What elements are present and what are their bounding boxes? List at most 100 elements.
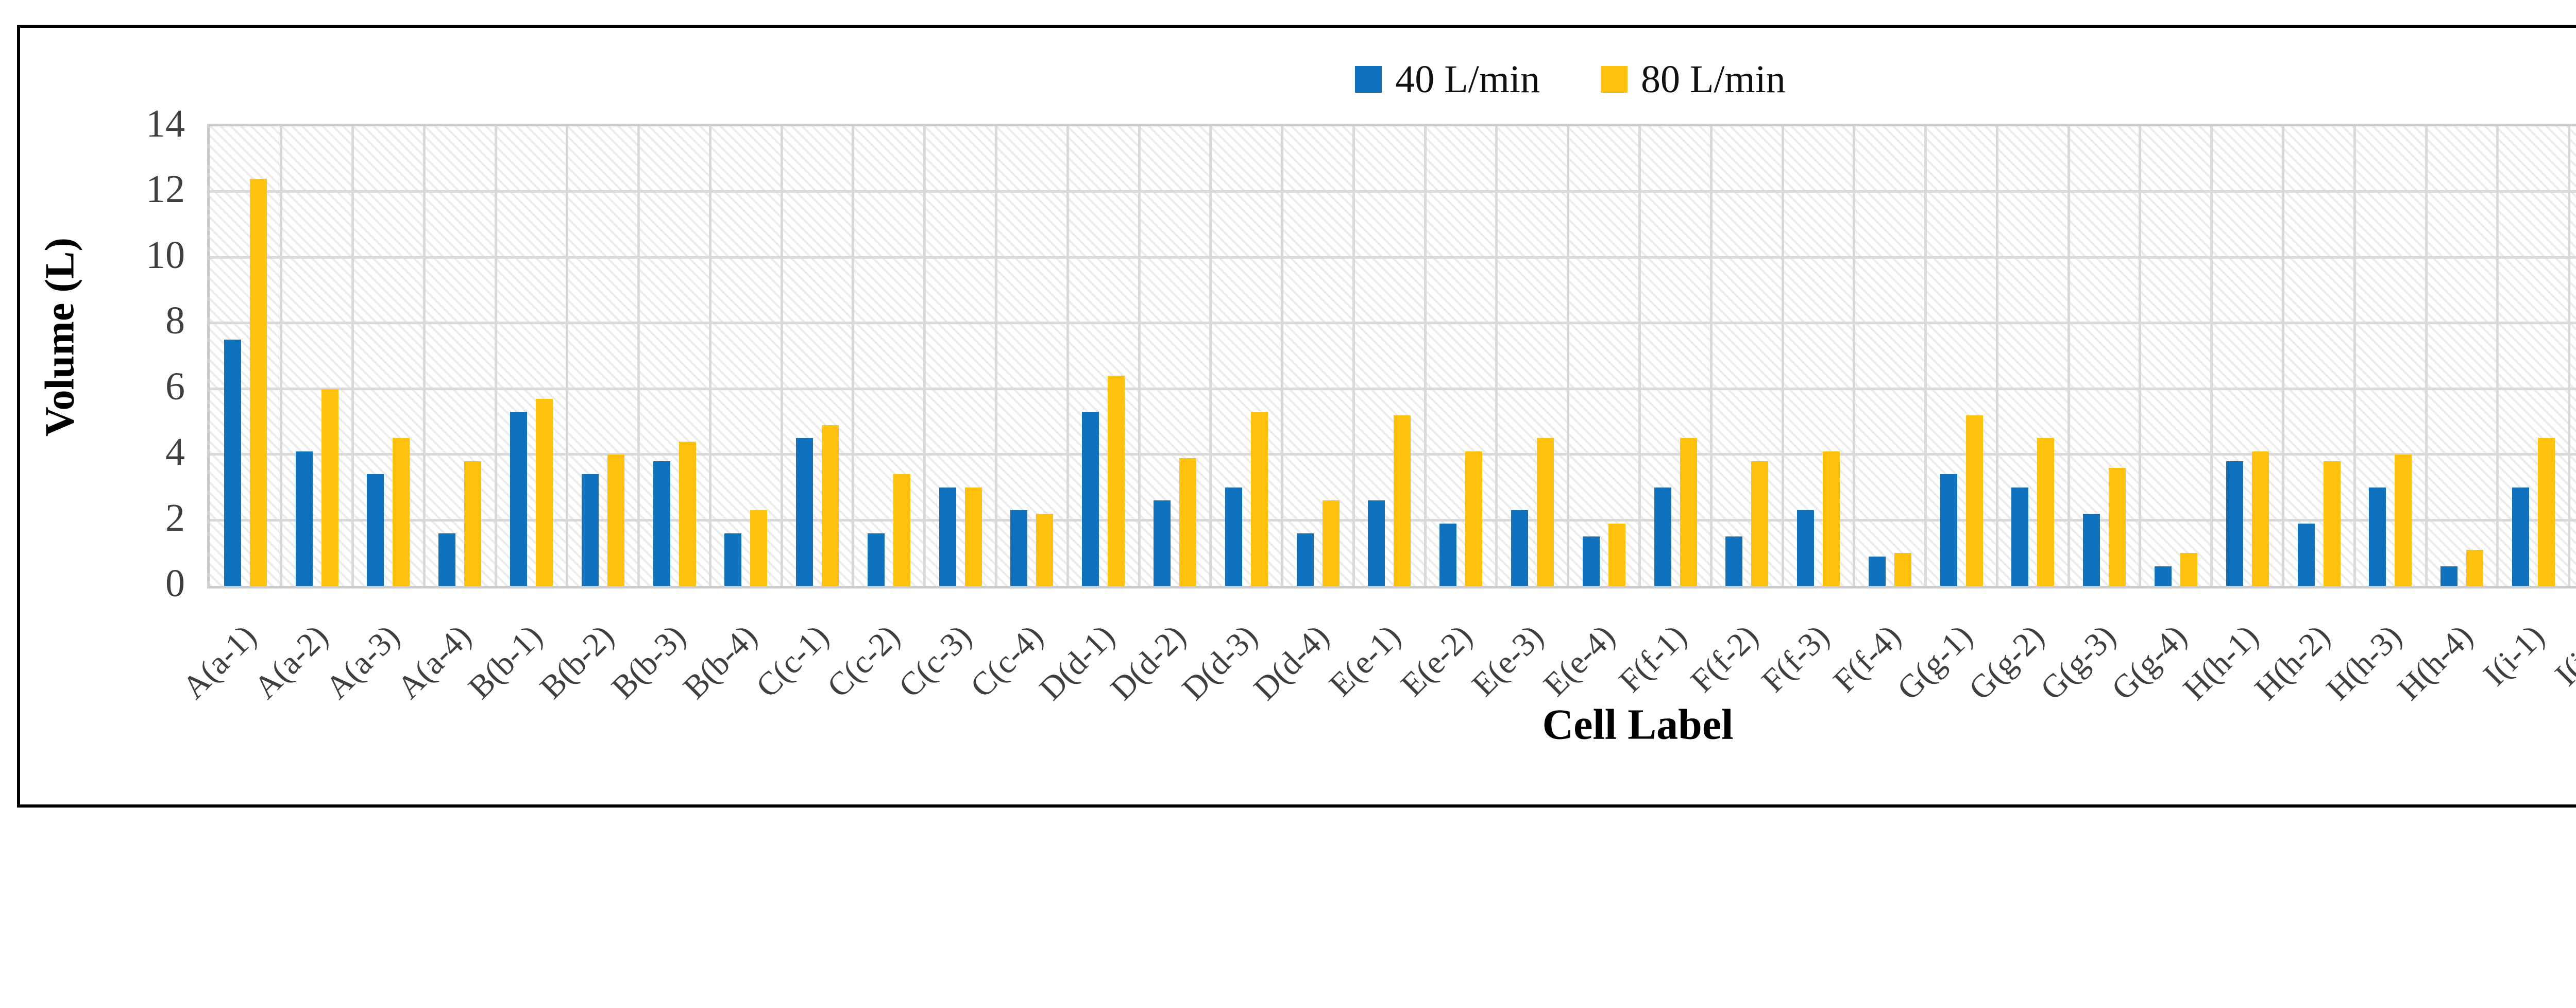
bar-80Lmin-A(a-1) xyxy=(249,178,267,586)
x-gridline xyxy=(2425,126,2428,586)
bar-group-A(a-1) xyxy=(210,126,281,586)
legend: 40 L/min 80 L/min xyxy=(20,60,2576,99)
bar-40Lmin-F(f-1) xyxy=(1654,487,1671,586)
y-gridline xyxy=(210,256,2576,259)
bar-40Lmin-E(e-4) xyxy=(1582,536,1600,586)
bar-80Lmin-E(e-2) xyxy=(1465,451,1483,586)
x-gridline xyxy=(280,126,283,586)
y-tick-label-14: 14 xyxy=(146,102,185,145)
x-gridline xyxy=(1853,126,1856,586)
bar-40Lmin-A(a-2) xyxy=(295,451,313,586)
legend-swatch-40lmin-icon xyxy=(1355,66,1382,93)
bar-40Lmin-H(h-2) xyxy=(2297,523,2315,586)
bar-80Lmin-B(b-3) xyxy=(679,441,696,586)
bar-80Lmin-C(c-1) xyxy=(822,425,839,586)
chart-figure: 40 L/min 80 L/min Volume (L) 0 2 4 6 8 10 12 14… xyxy=(17,25,2576,808)
bar-40Lmin-G(g-4) xyxy=(2154,566,2172,586)
bar-group-E(e-1) xyxy=(1354,126,1426,586)
bar-group-C(c-1) xyxy=(782,126,853,586)
bar-40Lmin-B(b-3) xyxy=(653,461,670,586)
bar-group-A(a-2) xyxy=(281,126,353,586)
y-tick-label-4: 4 xyxy=(165,430,185,474)
y-tick-label-0: 0 xyxy=(165,562,185,605)
bar-group-B(b-1) xyxy=(496,126,567,586)
bar-group-F(f-2) xyxy=(1711,126,1783,586)
bar-group-F(f-4) xyxy=(1854,126,1926,586)
bar-group-B(b-3) xyxy=(639,126,710,586)
y-tick-label-2: 2 xyxy=(165,496,185,540)
bar-80Lmin-G(g-4) xyxy=(2180,553,2197,586)
bar-80Lmin-F(f-2) xyxy=(1751,461,1769,586)
bar-40Lmin-D(d-3) xyxy=(1225,487,1242,586)
y-gridline xyxy=(210,518,2576,522)
x-gridline xyxy=(1781,126,1784,586)
bar-group-G(g-3) xyxy=(2069,126,2140,586)
x-gridline xyxy=(2067,126,2070,586)
bar-group-H(h-2) xyxy=(2283,126,2355,586)
bar-40Lmin-C(c-4) xyxy=(1010,510,1028,586)
bar-80Lmin-H(h-2) xyxy=(2323,461,2341,586)
x-gridline xyxy=(780,126,783,586)
y-gridline xyxy=(210,453,2576,456)
bar-80Lmin-H(h-4) xyxy=(2466,549,2484,586)
x-gridline xyxy=(1352,126,1355,586)
x-gridline xyxy=(637,126,640,586)
legend-item-80lmin: 80 L/min xyxy=(1601,60,1786,99)
bar-group-F(f-3) xyxy=(1783,126,1854,586)
bar-group-F(f-1) xyxy=(1640,126,1711,586)
bar-40Lmin-G(g-3) xyxy=(2083,513,2100,586)
bar-80Lmin-D(d-3) xyxy=(1250,412,1268,586)
y-tick-label-10: 10 xyxy=(146,233,185,277)
x-gridline xyxy=(995,126,998,586)
bar-40Lmin-F(f-2) xyxy=(1725,536,1743,586)
bar-80Lmin-G(g-1) xyxy=(1965,415,1983,586)
bar-group-D(d-4) xyxy=(1282,126,1354,586)
bar-40Lmin-A(a-3) xyxy=(367,474,384,586)
bar-80Lmin-G(g-2) xyxy=(2037,438,2055,586)
bar-40Lmin-E(e-1) xyxy=(1368,500,1385,586)
y-gridline xyxy=(210,322,2576,325)
x-gridline xyxy=(1495,126,1498,586)
bar-80Lmin-D(d-2) xyxy=(1179,458,1197,586)
bar-40Lmin-E(e-2) xyxy=(1439,523,1457,586)
bar-group-A(a-3) xyxy=(353,126,425,586)
bar-80Lmin-A(a-2) xyxy=(321,389,338,586)
x-gridline xyxy=(1638,126,1641,586)
x-gridline xyxy=(1567,126,1570,586)
bar-80Lmin-B(b-4) xyxy=(750,510,768,586)
y-gridline xyxy=(210,190,2576,193)
bar-80Lmin-D(d-1) xyxy=(1108,376,1125,586)
bar-group-B(b-2) xyxy=(567,126,639,586)
bar-80Lmin-B(b-1) xyxy=(536,398,553,586)
bar-40Lmin-A(a-4) xyxy=(438,533,456,586)
bar-group-A(a-4) xyxy=(424,126,496,586)
x-gridline xyxy=(2139,126,2142,586)
x-gridline xyxy=(923,126,926,586)
x-gridline xyxy=(2210,126,2213,586)
bar-80Lmin-C(c-3) xyxy=(964,487,982,586)
x-gridline xyxy=(852,126,855,586)
bar-group-D(d-3) xyxy=(1211,126,1282,586)
bar-40Lmin-G(g-1) xyxy=(1940,474,1957,586)
bar-80Lmin-H(h-3) xyxy=(2395,455,2412,586)
x-gridline xyxy=(1281,126,1284,586)
x-gridline xyxy=(566,126,569,586)
bar-group-C(c-2) xyxy=(853,126,925,586)
bar-groups xyxy=(210,126,2576,586)
bar-group-C(c-3) xyxy=(925,126,996,586)
bar-group-D(d-2) xyxy=(1139,126,1211,586)
bar-80Lmin-C(c-4) xyxy=(1036,513,1054,586)
bar-80Lmin-H(h-1) xyxy=(2251,451,2269,586)
y-gridline xyxy=(210,387,2576,390)
bar-40Lmin-H(h-3) xyxy=(2369,487,2386,586)
bar-group-H(h-1) xyxy=(2212,126,2283,586)
bar-80Lmin-B(b-2) xyxy=(607,455,624,586)
bar-group-I(i-2) xyxy=(2569,126,2576,586)
bar-40Lmin-C(c-3) xyxy=(939,487,956,586)
bar-80Lmin-F(f-4) xyxy=(1894,553,1911,586)
bar-80Lmin-C(c-2) xyxy=(893,474,910,586)
x-gridline xyxy=(2281,126,2284,586)
y-tick-label-8: 8 xyxy=(165,299,185,343)
bar-40Lmin-F(f-3) xyxy=(1797,510,1815,586)
bar-40Lmin-B(b-4) xyxy=(724,533,742,586)
